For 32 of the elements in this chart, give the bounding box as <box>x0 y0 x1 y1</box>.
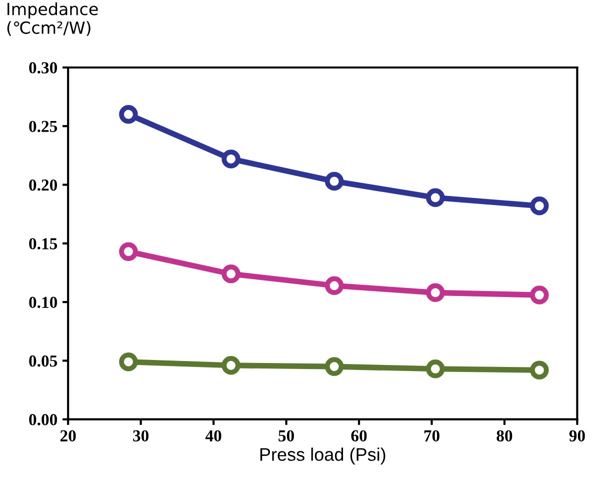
y-axis-title: Impedance (℃cm²/W) <box>7 2 98 36</box>
point <box>119 242 138 261</box>
x-tick-label: 60 <box>351 430 367 442</box>
y-tick-label: 0.15 <box>29 238 58 250</box>
point <box>222 264 240 284</box>
point <box>530 196 549 216</box>
y-tick-label: 0.00 <box>29 414 58 426</box>
point <box>426 283 445 302</box>
point <box>222 150 240 168</box>
y-tick-label: 0.10 <box>29 296 58 308</box>
y-tick-label: 0.20 <box>29 179 58 191</box>
x-axis-title: Press load (Psi) <box>260 448 386 464</box>
point <box>426 360 445 378</box>
x-tick-label: 70 <box>424 430 440 442</box>
point <box>530 286 549 304</box>
y-tick-label: 0.05 <box>29 355 58 367</box>
x-tick-label: 20 <box>60 430 76 442</box>
x-tick-label: 30 <box>133 430 149 442</box>
point <box>324 172 344 191</box>
y-tick-label: 0.30 <box>29 62 58 74</box>
point <box>426 188 445 208</box>
point <box>119 105 138 124</box>
point <box>119 352 138 372</box>
y-tick-label: 0.25 <box>29 120 58 132</box>
x-tick-label: 50 <box>278 430 294 442</box>
point <box>324 276 344 296</box>
point <box>324 357 344 376</box>
point <box>222 356 240 375</box>
x-tick-label: 40 <box>205 430 222 442</box>
x-tick-label: 90 <box>569 430 585 442</box>
x-tick-label: 80 <box>496 430 512 442</box>
point <box>530 360 549 380</box>
